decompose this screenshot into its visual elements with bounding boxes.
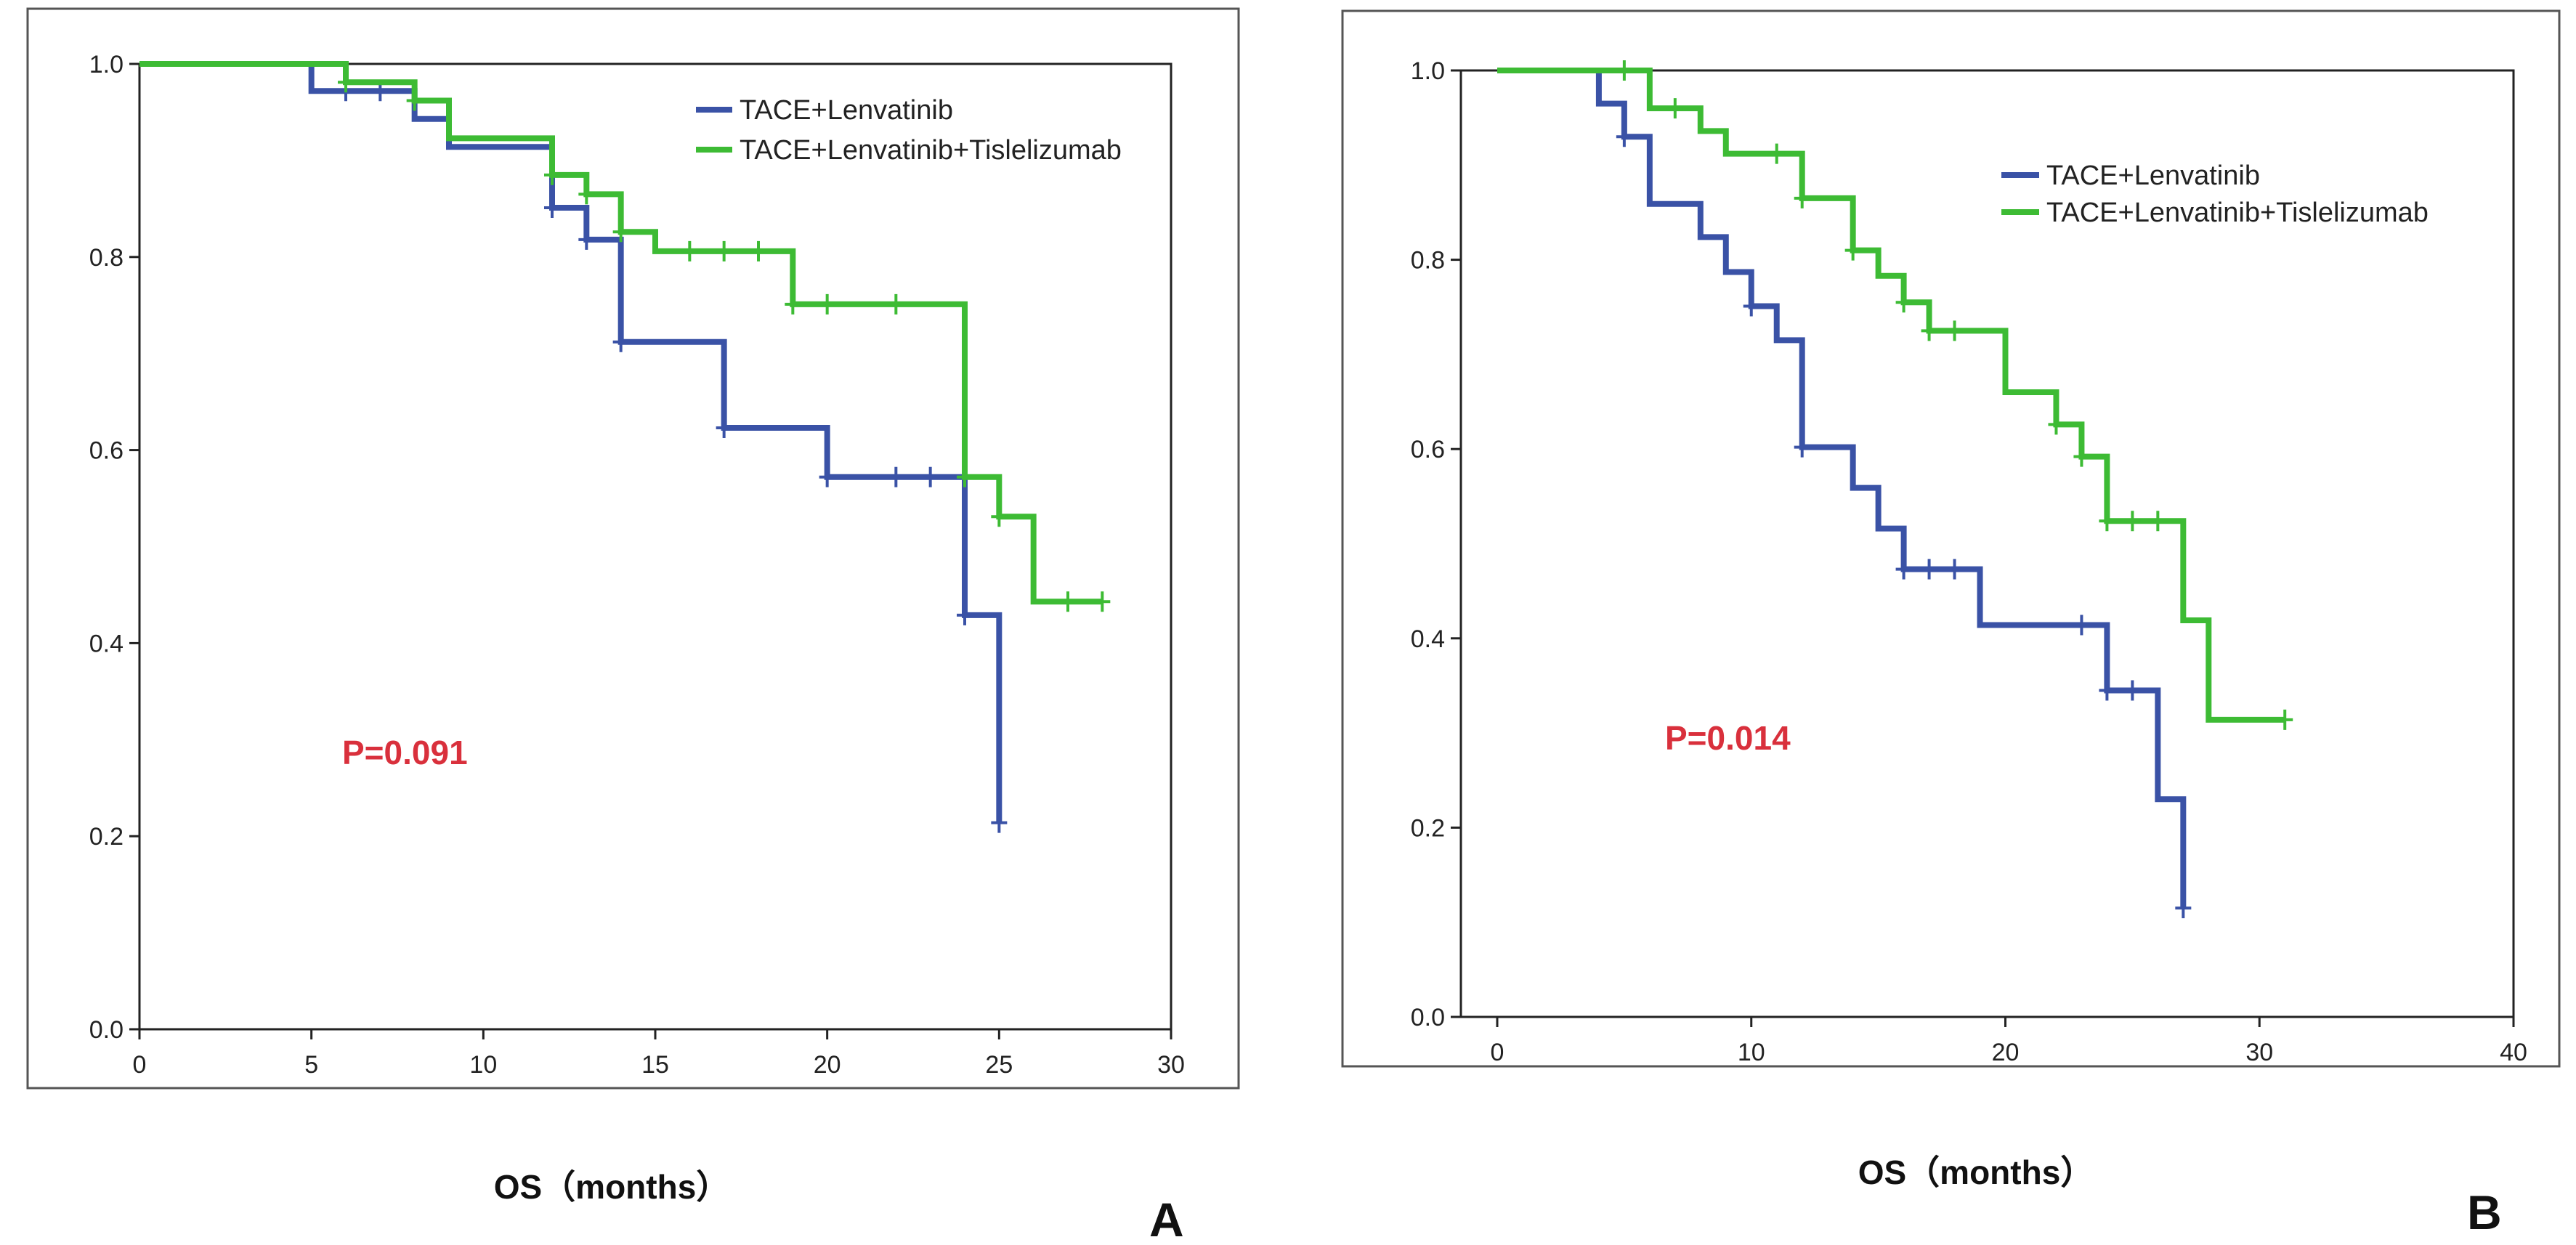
censor-mark-lenvatinib (2099, 680, 2115, 701)
x-tick-label: 20 (814, 1051, 841, 1079)
censor-mark-tislelizumab (2099, 511, 2115, 532)
p-value-annotation: P=0.014 (1665, 719, 1791, 757)
legend-label-tislelizumab: TACE+Lenvatinib+Tislelizumab (740, 135, 1122, 166)
x-tick-label: 40 (2500, 1039, 2527, 1066)
censor-mark-tislelizumab (1921, 320, 1937, 341)
x-tick-label: 30 (1157, 1051, 1185, 1079)
y-tick-label: 0.0 (89, 1016, 123, 1044)
censor-mark-tislelizumab (2073, 446, 2090, 467)
censor-mark-tislelizumab (1060, 591, 1076, 612)
censor-mark-tislelizumab (338, 72, 354, 93)
censor-mark-lenvatinib (819, 466, 835, 487)
x-tick-label: 10 (1738, 1039, 1765, 1066)
y-tick-label: 0.0 (1411, 1004, 1445, 1031)
y-tick-label: 0.6 (1411, 436, 1445, 463)
panel-a: TACE+Lenvatinib TACE+Lenvatinib+Tisleliz… (26, 7, 1240, 1245)
censor-mark-tislelizumab (612, 222, 629, 243)
censor-mark-tislelizumab (1094, 591, 1111, 612)
plot-area (138, 62, 1172, 1031)
censor-mark-lenvatinib (1895, 559, 1912, 580)
censor-mark-lenvatinib (1616, 126, 1632, 147)
censor-mark-lenvatinib (888, 466, 904, 487)
panel-frame (1341, 9, 2561, 1068)
y-tick-label: 0.6 (89, 437, 123, 465)
censor-mark-tislelizumab (819, 293, 835, 315)
panel-frame (26, 7, 1240, 1090)
y-tick-label: 0.4 (1411, 625, 1445, 653)
km-curve-tislelizumab (1497, 68, 2285, 723)
legend-label-tislelizumab: TACE+Lenvatinib+Tislelizumab (2046, 198, 2429, 228)
x-tick-label: 30 (2245, 1039, 2273, 1066)
panel-b: TACE+Lenvatinib TACE+Lenvatinib+Tisleliz… (1341, 9, 2561, 1239)
y-tick-label: 0.8 (89, 244, 123, 272)
x-tick-label: 0 (1491, 1039, 1504, 1066)
censor-mark-tislelizumab (578, 184, 595, 205)
censor-mark-tislelizumab (2150, 511, 2166, 532)
km-curve-lenvatinib (1497, 68, 2187, 909)
panel-label: A (1149, 1193, 1184, 1245)
censor-mark-tislelizumab (681, 240, 698, 261)
censor-mark-tislelizumab (716, 240, 732, 261)
censor-mark-lenvatinib (2175, 898, 2192, 919)
censor-mark-tislelizumab (1794, 187, 1810, 208)
censor-mark-lenvatinib (1946, 559, 1963, 580)
x-tick-label: 5 (304, 1051, 318, 1079)
x-tick-label: 10 (469, 1051, 497, 1079)
censor-mark-tislelizumab (1616, 60, 1632, 81)
legend-b: TACE+Lenvatinib TACE+Lenvatinib+Tisleliz… (2001, 161, 2429, 228)
censor-mark-lenvatinib (716, 418, 732, 439)
y-tick-label: 0.2 (89, 823, 123, 851)
censor-mark-lenvatinib (2073, 615, 2090, 636)
p-value-annotation: P=0.091 (342, 734, 468, 771)
censor-mark-tislelizumab (785, 293, 801, 315)
censor-mark-lenvatinib (922, 466, 939, 487)
y-tick-label: 0.8 (1411, 247, 1445, 275)
legend-label-lenvatinib: TACE+Lenvatinib (2046, 161, 2260, 191)
y-tick-label: 1.0 (89, 51, 123, 78)
censor-mark-tislelizumab (2048, 414, 2065, 435)
censor-mark-tislelizumab (1768, 143, 1785, 164)
censor-mark-tislelizumab (991, 506, 1008, 527)
x-tick-label: 25 (985, 1051, 1013, 1079)
x-tick-label: 0 (133, 1051, 147, 1079)
censor-mark-tislelizumab (957, 466, 973, 487)
censor-mark-lenvatinib (1743, 296, 1759, 317)
censor-mark-lenvatinib (2124, 680, 2141, 701)
censor-mark-tislelizumab (1946, 320, 1963, 341)
censor-mark-tislelizumab (888, 293, 904, 315)
censor-mark-lenvatinib (957, 604, 973, 625)
x-axis-title: OS（months） (1858, 1153, 2094, 1191)
x-axis-title: OS（months） (494, 1168, 730, 1206)
censor-mark-lenvatinib (544, 198, 560, 219)
censor-mark-tislelizumab (2277, 709, 2293, 730)
censor-mark-lenvatinib (1921, 559, 1937, 580)
y-tick-label: 0.2 (1411, 814, 1445, 842)
censor-mark-lenvatinib (612, 331, 629, 352)
censor-mark-lenvatinib (991, 812, 1008, 833)
y-tick-label: 0.4 (89, 630, 123, 657)
legend-a: TACE+Lenvatinib TACE+Lenvatinib+Tisleliz… (696, 95, 1122, 166)
censor-mark-tislelizumab (544, 164, 560, 185)
censor-mark-tislelizumab (2124, 511, 2141, 532)
x-tick-label: 15 (641, 1051, 669, 1079)
censor-mark-tislelizumab (1895, 292, 1912, 313)
censor-mark-lenvatinib (578, 229, 595, 250)
y-tick-label: 1.0 (1411, 57, 1445, 85)
censor-mark-tislelizumab (1844, 240, 1861, 261)
censor-mark-tislelizumab (750, 240, 766, 261)
x-tick-label: 20 (1992, 1039, 2020, 1066)
censor-mark-lenvatinib (1794, 437, 1810, 458)
panel-label: B (2467, 1185, 2502, 1239)
censor-mark-tislelizumab (406, 90, 423, 111)
censor-mark-tislelizumab (1666, 98, 1683, 119)
legend-label-lenvatinib: TACE+Lenvatinib (740, 95, 953, 126)
plot-area (1459, 69, 2515, 1018)
